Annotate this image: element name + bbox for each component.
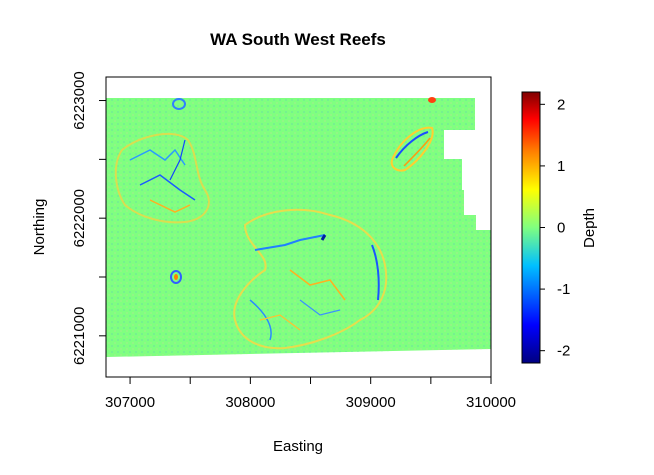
colorbar-tick-label: -1 [557,281,570,298]
x-axis-label: Easting [273,438,323,455]
reef-feature-northeast [390,126,434,172]
colorbar-axis: -2 -1 0 1 2 [540,96,570,360]
y-tick-label: 6223000 [71,71,88,129]
x-axis: 307000 308000 309000 310000 [105,377,516,411]
y-tick-label: 6222000 [71,189,88,247]
raster-texture [106,98,491,357]
reef-feature-top-small [172,97,436,110]
chart-title: WA South West Reefs [210,30,386,49]
x-tick-label: 310000 [466,394,516,411]
heatmap-raster [106,97,491,357]
y-axis: 6221000 6222000 6223000 [71,71,106,365]
reef-feature-northwest [114,132,210,224]
plot-frame [105,76,492,378]
x-tick-label: 307000 [105,394,155,411]
colorbar-label: Depth [581,208,598,248]
colorbar-tick-label: 0 [557,220,565,237]
colorbar [521,91,541,364]
reef-feature-west-spot [170,270,182,284]
colorbar-tick-label: 2 [557,96,565,113]
y-axis-label: Northing [31,199,48,256]
reef-feature-central [233,208,388,350]
colorbar-tick-label: 1 [557,158,565,175]
y-tick-label: 6221000 [71,307,88,365]
x-tick-label: 308000 [225,394,275,411]
colorbar-tick-label: -2 [557,343,570,360]
x-tick-label: 309000 [346,394,396,411]
